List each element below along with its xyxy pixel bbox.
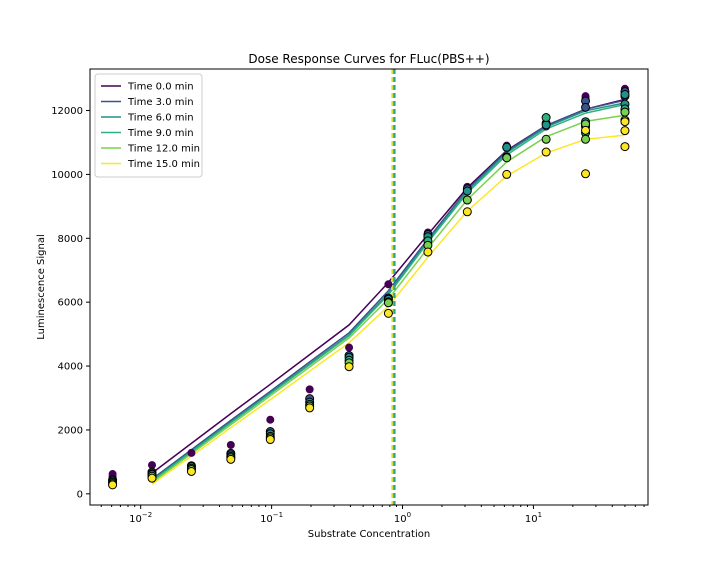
point-5-16 — [620, 142, 630, 152]
plot-frame — [89, 68, 649, 506]
point-2-11 — [541, 120, 551, 130]
y-tick-label-4: 8000 — [58, 234, 83, 245]
legend-box — [94, 73, 203, 178]
x-axis-label: Substrate Concentration — [308, 529, 430, 540]
fit-curve-1 — [151, 99, 626, 480]
legend-label-2: Time 6.0 min — [127, 113, 194, 124]
point-4-9 — [462, 195, 472, 205]
point-5-15 — [620, 126, 630, 136]
point-5-14 — [620, 117, 630, 127]
point-5-11 — [541, 147, 551, 157]
legend: Time 0.0 min Time 3.0 min Time 6.0 min Time… — [94, 73, 203, 178]
point-5-7 — [383, 308, 393, 318]
point-0-7 — [345, 343, 354, 352]
y-tick-label-6: 12000 — [51, 106, 83, 117]
data-points — [108, 84, 630, 490]
point-5-8 — [423, 247, 433, 257]
point-5-6 — [344, 362, 354, 372]
point-0-6 — [305, 385, 314, 394]
point-5-0 — [108, 480, 118, 490]
y-axis: 0 2000 4000 6000 8000 10000 12000 — [51, 106, 90, 500]
point-0-5 — [266, 415, 275, 424]
legend-label-1: Time 3.0 min — [127, 97, 194, 108]
point-5-12 — [581, 125, 591, 135]
legend-label-0: Time 0.0 min — [127, 82, 194, 93]
fit-curves — [151, 98, 626, 485]
point-4-11 — [541, 134, 551, 144]
y-tick-label-2: 4000 — [58, 362, 83, 373]
point-5-3 — [226, 454, 236, 464]
point-0-8 — [384, 280, 393, 289]
x-tick-label-1: 10−1 — [260, 511, 283, 525]
chart-title: Dose Response Curves for FLuc(PBS++) — [248, 52, 489, 66]
point-5-13 — [581, 169, 591, 179]
point-3-11 — [541, 113, 551, 123]
point-4-14 — [620, 107, 630, 117]
point-0-3 — [187, 448, 196, 457]
point-4-13 — [581, 134, 591, 144]
x-tick-label-0: 10−2 — [129, 511, 152, 525]
point-5-1 — [147, 473, 157, 483]
legend-label-5: Time 15.0 min — [127, 159, 200, 170]
point-1-13 — [581, 102, 591, 112]
y-tick-label-5: 10000 — [51, 170, 83, 181]
point-2-9 — [462, 186, 472, 196]
point-5-4 — [265, 435, 275, 445]
legend-label-3: Time 9.0 min — [127, 128, 194, 139]
y-tick-label-3: 6000 — [58, 298, 83, 309]
point-4-7 — [383, 298, 393, 308]
x-tick-label-2: 100 — [394, 511, 411, 525]
legend-label-4: Time 12.0 min — [127, 144, 200, 155]
point-0-4 — [226, 440, 235, 449]
point-5-2 — [186, 466, 196, 476]
point-5-5 — [305, 403, 315, 413]
y-tick-label-0: 0 — [77, 489, 83, 500]
point-2-14 — [620, 90, 630, 100]
point-4-10 — [502, 153, 512, 163]
point-5-9 — [462, 207, 472, 217]
y-axis-label: Luminescence Signal — [36, 234, 47, 340]
ec50-lines — [391, 69, 396, 505]
point-2-10 — [502, 142, 512, 152]
x-axis: 10−2 10−1 100 101 — [100, 505, 645, 525]
y-tick-label-1: 2000 — [58, 425, 83, 436]
x-tick-label-3: 101 — [525, 511, 542, 525]
point-5-10 — [502, 169, 512, 179]
point-0-2 — [147, 461, 156, 470]
